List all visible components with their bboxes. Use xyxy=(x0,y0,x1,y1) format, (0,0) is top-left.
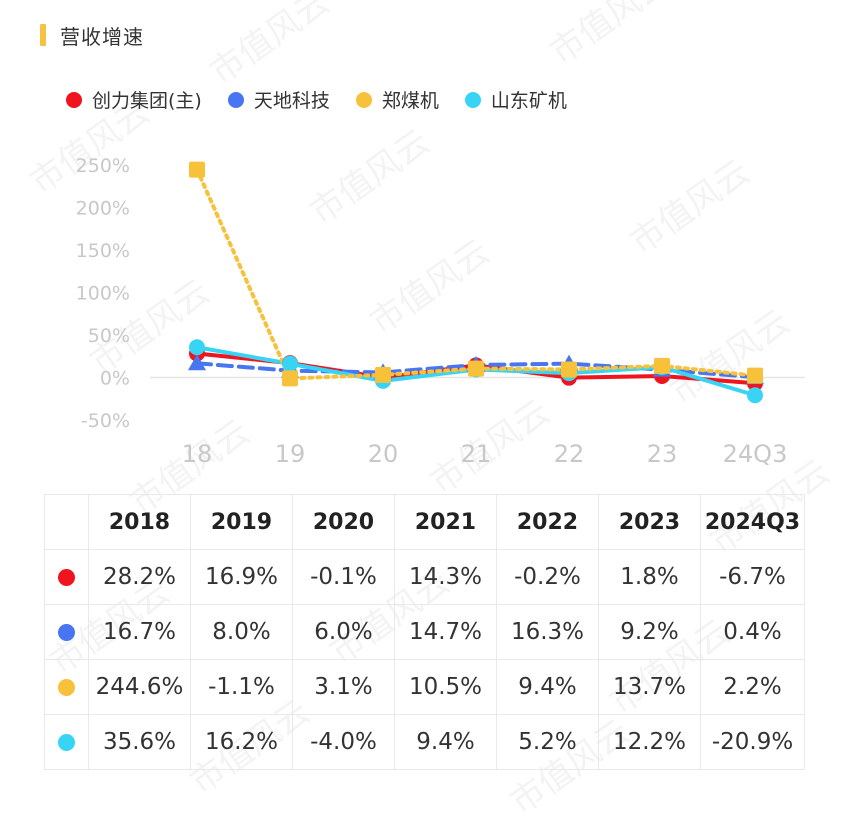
table-cell: -0.2% xyxy=(496,549,599,605)
x-tick-label: 20 xyxy=(368,440,399,468)
table-header-cell: 2022 xyxy=(496,494,599,550)
x-tick-label: 21 xyxy=(461,440,492,468)
table-cell: 12.2% xyxy=(598,714,701,770)
table-row: 244.6% -1.1% 3.1% 10.5% 9.4% 13.7% 2.2% xyxy=(44,659,805,715)
table-header-row: 2018 2019 2020 2021 2022 2023 2024Q3 xyxy=(44,494,805,550)
data-point xyxy=(375,366,391,383)
table-header-cell: 2018 xyxy=(88,494,191,550)
table-cell: 14.7% xyxy=(394,604,497,660)
data-point xyxy=(747,387,763,404)
table-row: 16.7% 8.0% 6.0% 14.7% 16.3% 9.2% 0.4% xyxy=(44,604,805,660)
y-tick-label: 200% xyxy=(76,198,130,220)
row-dot-icon xyxy=(58,679,75,696)
row-dot-icon xyxy=(58,734,75,751)
row-marker xyxy=(44,659,89,715)
legend-item-zhengmeiji[interactable]: 郑煤机 xyxy=(355,86,439,113)
row-dot-icon xyxy=(58,569,75,586)
table-cell: 8.0% xyxy=(190,604,293,660)
table-cell: 0.4% xyxy=(700,604,805,660)
table-cell: 2.2% xyxy=(700,659,805,715)
x-tick-label: 22 xyxy=(554,440,585,468)
data-point xyxy=(189,339,205,356)
table-cell: 5.2% xyxy=(496,714,599,770)
table-cell: 28.2% xyxy=(88,549,191,605)
legend-label: 创力集团(主) xyxy=(92,90,202,112)
y-tick-label: 150% xyxy=(76,240,130,262)
section-header: 营收增速 xyxy=(40,20,144,50)
section-title: 营收增速 xyxy=(60,24,144,49)
series-line-2 xyxy=(195,167,757,381)
table-header-cell: 2021 xyxy=(394,494,497,550)
table-cell: 16.7% xyxy=(88,604,191,660)
watermark-text: 市值风云 xyxy=(542,0,678,73)
x-tick-label: 23 xyxy=(647,440,678,468)
table-cell: -6.7% xyxy=(700,549,805,605)
table-cell: 16.2% xyxy=(190,714,293,770)
y-tick-label: -50% xyxy=(81,410,130,432)
data-point xyxy=(189,161,205,178)
table-header-cell: 2020 xyxy=(292,494,395,550)
table-cell: 35.6% xyxy=(88,714,191,770)
table-header-cell: 2019 xyxy=(190,494,293,550)
table-cell: 14.3% xyxy=(394,549,497,605)
legend-label: 郑煤机 xyxy=(381,90,439,112)
legend-dot-icon xyxy=(66,91,82,108)
table-cell: 3.1% xyxy=(292,659,395,715)
y-tick-label: 100% xyxy=(76,283,130,305)
table-cell: -1.1% xyxy=(190,659,293,715)
table-cell: -4.0% xyxy=(292,714,395,770)
legend-item-shandong[interactable]: 山东矿机 xyxy=(464,86,567,113)
row-dot-icon xyxy=(58,624,75,641)
row-marker xyxy=(44,604,89,660)
line-chart: 250% 200% 150% 100% 50% 0% -50% 18 19 20 21 22 23 24Q… xyxy=(76,155,805,468)
y-tick-label: 0% xyxy=(100,368,130,390)
legend-dot-icon xyxy=(355,91,372,108)
data-point xyxy=(747,367,763,384)
table-cell: 16.3% xyxy=(496,604,599,660)
table-cell: -20.9% xyxy=(700,714,805,770)
table-cell: 16.9% xyxy=(190,549,293,605)
table-cell: -0.1% xyxy=(292,549,395,605)
table-row: 35.6% 16.2% -4.0% 9.4% 5.2% 12.2% -20.9% xyxy=(44,714,805,770)
table-cell: 6.0% xyxy=(292,604,395,660)
table-cell: 244.6% xyxy=(88,659,191,715)
table-cell: 9.4% xyxy=(394,714,497,770)
data-point xyxy=(561,361,577,378)
x-tick-label: 19 xyxy=(275,440,306,468)
table-cell: 13.7% xyxy=(598,659,701,715)
legend-item-chuangli[interactable]: 创力集团(主) xyxy=(66,86,202,113)
table-header-cell: 2023 xyxy=(598,494,701,550)
table-cell: 1.8% xyxy=(598,549,701,605)
watermark-text: 市值风云 xyxy=(202,0,338,93)
data-point xyxy=(282,355,298,372)
x-tick-label: 24Q3 xyxy=(723,440,788,468)
legend-label: 山东矿机 xyxy=(490,90,567,112)
chart-legend: 创力集团(主) 天地科技 郑煤机 山东矿机 xyxy=(66,86,593,113)
data-point xyxy=(468,360,484,377)
row-marker xyxy=(44,549,89,605)
data-point xyxy=(188,354,206,371)
legend-item-tiandi[interactable]: 天地科技 xyxy=(227,86,330,113)
row-marker xyxy=(44,714,89,770)
data-table: 2018 2019 2020 2021 2022 2023 2024Q3 28.… xyxy=(44,494,805,770)
data-point xyxy=(282,370,298,387)
legend-dot-icon xyxy=(227,91,244,108)
table-cell: 9.4% xyxy=(496,659,599,715)
y-tick-label: 250% xyxy=(76,155,130,177)
table-header-cell: 2024Q3 xyxy=(700,494,805,550)
legend-label: 天地科技 xyxy=(253,90,330,112)
x-tick-label: 18 xyxy=(182,440,213,468)
table-row: 28.2% 16.9% -0.1% 14.3% -0.2% 1.8% -6.7% xyxy=(44,549,805,605)
legend-dot-icon xyxy=(464,91,481,108)
header-accent-bar xyxy=(40,24,46,46)
y-tick-label: 50% xyxy=(88,325,130,347)
table-corner-cell xyxy=(44,494,89,550)
table-cell: 10.5% xyxy=(394,659,497,715)
table-cell: 9.2% xyxy=(598,604,701,660)
data-point xyxy=(654,357,670,374)
